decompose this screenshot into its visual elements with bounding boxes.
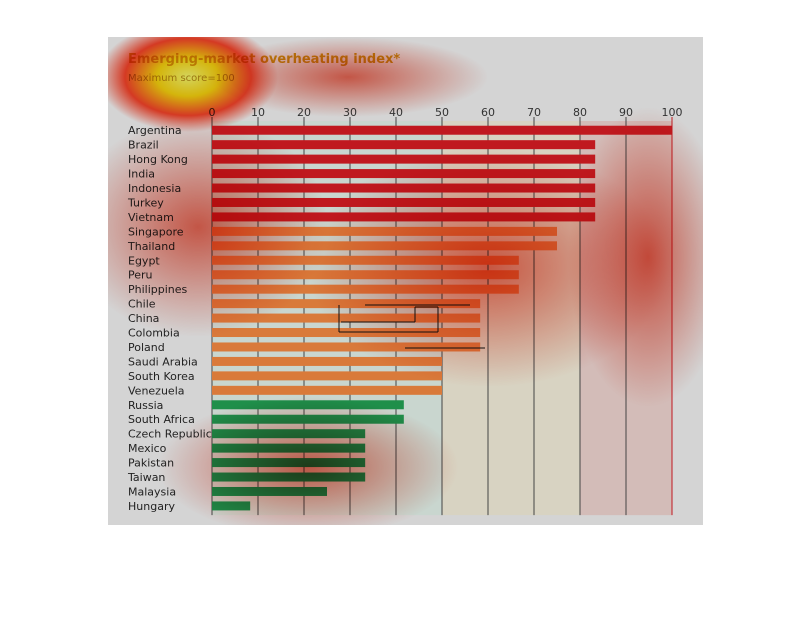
category-label: Saudi Arabia [128,355,198,368]
bar [212,284,519,294]
bar [212,443,366,453]
x-tick-label: 20 [297,106,311,119]
chart-title: Emerging-market overheating index* [128,52,400,67]
x-tick-label: 0 [209,106,216,119]
category-label: Chile [128,298,156,311]
bar [212,486,327,496]
category-label: Vietnam [128,211,174,224]
x-tick-label: 50 [435,106,449,119]
category-label: India [128,168,155,181]
bar [212,125,672,135]
x-tick-label: 30 [343,106,357,119]
x-tick-label: 70 [527,106,541,119]
bar [212,255,519,265]
category-label: Peru [128,269,153,282]
bar [212,226,557,236]
category-label: Czech Republic [128,428,212,441]
category-label: South Africa [128,413,195,426]
category-label: Thailand [127,240,175,253]
bar [212,313,481,323]
x-tick-label: 90 [619,106,633,119]
chart-subtitle: Maximum score=100 [128,73,235,84]
bar [212,299,481,309]
bar [212,169,596,179]
bar [212,400,404,410]
bar [212,270,519,280]
category-label: Poland [128,341,165,354]
x-tick-label: 100 [662,106,683,119]
x-tick-label: 60 [481,106,495,119]
bar [212,241,557,251]
category-label: Egypt [128,254,160,267]
bar [212,385,442,395]
bar [212,140,596,150]
category-label: South Korea [128,370,195,383]
bar [212,472,366,482]
category-label: Brazil [128,139,159,152]
category-label: Singapore [128,225,184,238]
bar [212,458,366,468]
category-label: Philippines [128,283,188,296]
category-label: Pakistan [128,457,174,470]
bar [212,154,596,164]
x-tick-label: 40 [389,106,403,119]
category-label: Indonesia [128,182,181,195]
bar [212,212,596,222]
bar [212,429,366,439]
category-label: Argentina [128,124,182,137]
x-tick-label: 10 [251,106,265,119]
category-label: Hungary [128,500,175,513]
bar [212,197,596,207]
bar [212,501,251,511]
category-label: Turkey [127,196,164,209]
category-label: Venezuela [128,384,185,397]
bar [212,414,404,424]
x-tick-label: 80 [573,106,587,119]
category-label: Hong Kong [128,153,188,166]
bar [212,328,481,338]
x-axis-tick-labels: 0 10 20 30 40 50 60 70 80 90 100 [209,106,683,119]
category-label: Taiwan [127,471,165,484]
category-label: Colombia [128,327,180,340]
category-label: Mexico [128,442,167,455]
category-label: China [128,312,159,325]
bar [212,371,442,381]
bar [212,183,596,193]
category-label: Russia [128,399,163,412]
category-label: Malaysia [128,485,176,498]
bar [212,356,442,366]
bar [212,342,481,352]
